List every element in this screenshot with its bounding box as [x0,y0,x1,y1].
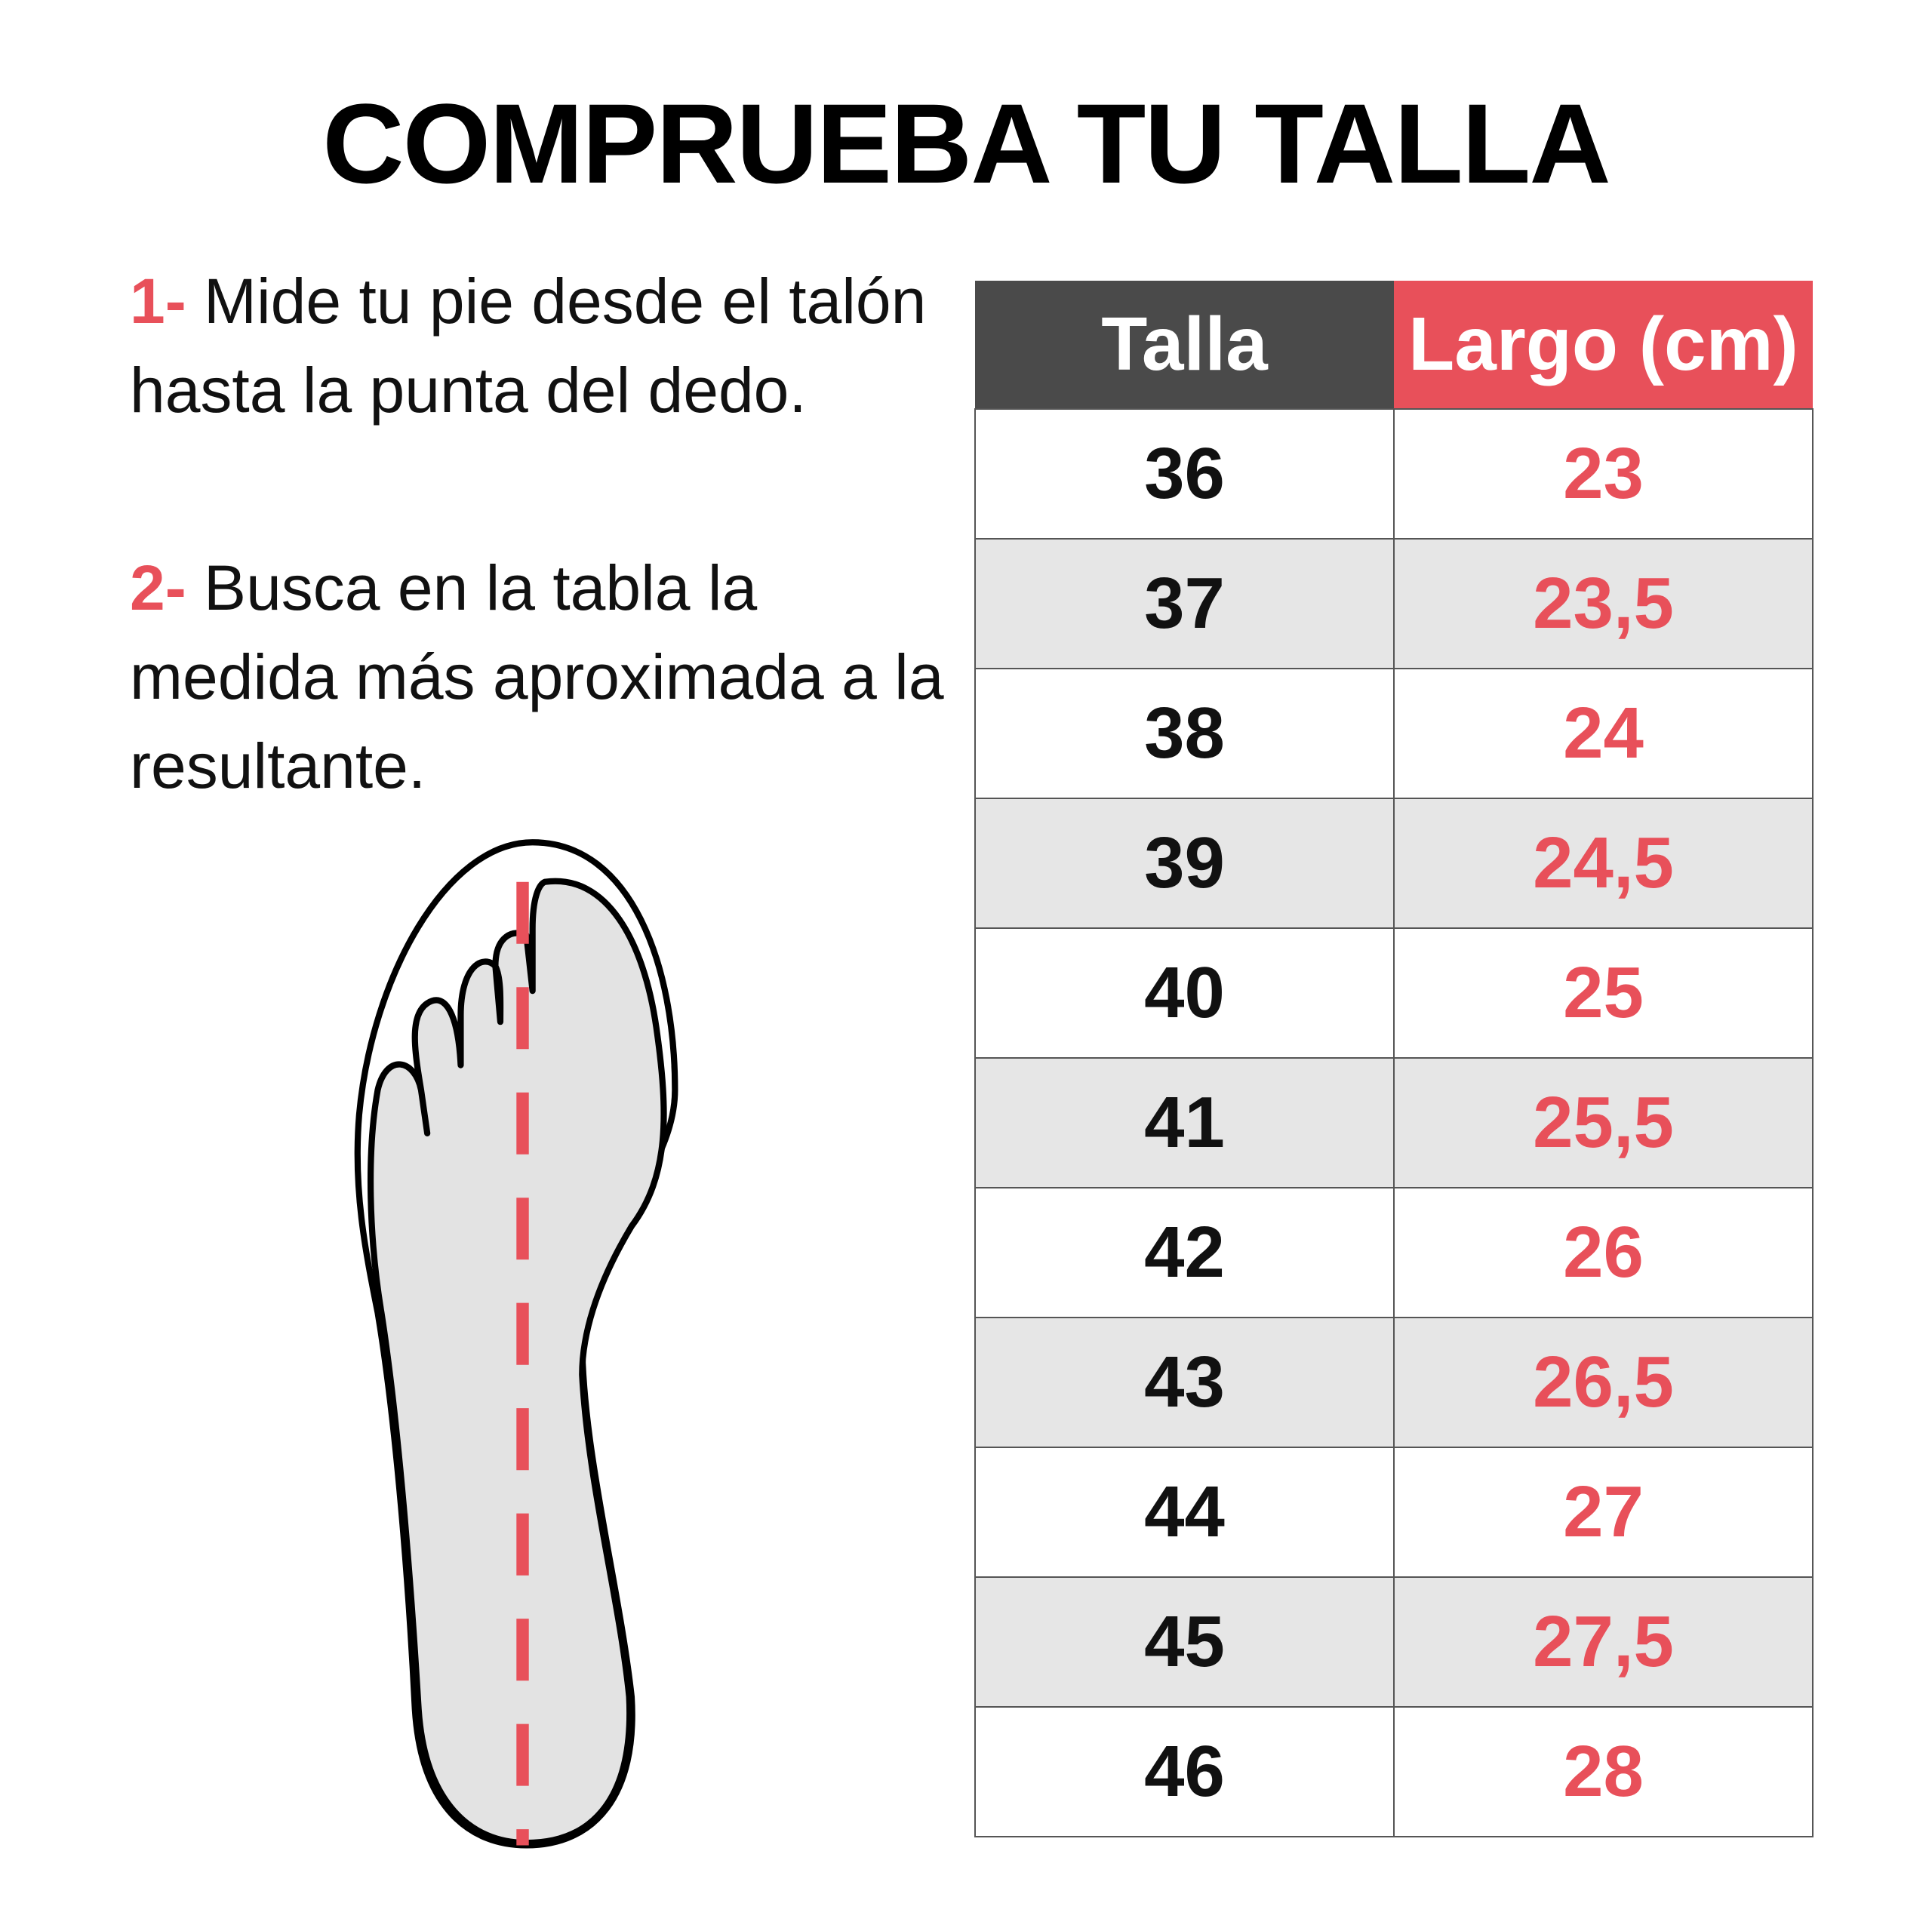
length-cell: 28 [1393,1706,1814,1837]
size-cell: 37 [974,538,1395,669]
size-cell: 46 [974,1706,1395,1837]
table-row: 42 26 [974,1187,1814,1318]
step-text: Mide tu pie desde el talón hasta la punt… [130,266,927,426]
title: COMPRUEBA TU TALLA [322,80,1611,207]
length-cell: 23 [1393,408,1814,540]
length-cell: 24,5 [1393,798,1814,929]
size-cell: 36 [974,408,1395,540]
table-row: 39 24,5 [974,798,1814,929]
length-cell: 26 [1393,1187,1814,1318]
step-text: Busca en la tabla la medida más aproxima… [130,552,944,801]
length-cell: 25 [1393,927,1814,1059]
instruction: 2- Busca en la tabla la medida más aprox… [130,543,960,810]
instruction: 1- Mide tu pie desde el talón hasta la p… [130,257,960,435]
step-number: 1- [130,266,186,337]
size-cell: 44 [974,1447,1395,1578]
header-row: Talla Largo (cm) [975,281,1813,409]
table-row: 45 27,5 [974,1576,1814,1708]
table-row: 36 23 [974,408,1814,540]
size-cell: 40 [974,927,1395,1059]
size-cell: 38 [974,668,1395,799]
column-header: Talla [975,281,1394,409]
length-cell: 26,5 [1393,1317,1814,1448]
table-row: 40 25 [974,927,1814,1059]
column-header: Largo (cm) [1394,281,1813,409]
table-row: 43 26,5 [974,1317,1814,1448]
table-row: 37 23,5 [974,538,1814,669]
size-cell: 42 [974,1187,1395,1318]
length-cell: 23,5 [1393,538,1814,669]
table-row: 38 24 [974,668,1814,799]
size-cell: 39 [974,798,1395,929]
length-cell: 27,5 [1393,1576,1814,1708]
table-row: 44 27 [974,1447,1814,1578]
size-cell: 43 [974,1317,1395,1448]
table-row: 46 28 [974,1706,1814,1837]
length-cell: 24 [1393,668,1814,799]
length-cell: 25,5 [1393,1057,1814,1188]
size-cell: 45 [974,1576,1395,1708]
size-table: Talla Largo (cm) 36 23 37 23,5 38 24 39 24,5 40 2… [974,281,1814,1837]
size-cell: 41 [974,1057,1395,1188]
table-row: 41 25,5 [974,1057,1814,1188]
table-body: 36 23 37 23,5 38 24 39 24,5 40 25 41 25,5 42 26 43 26,5… [974,408,1814,1837]
length-cell: 27 [1393,1447,1814,1578]
step-number: 2- [130,552,186,623]
